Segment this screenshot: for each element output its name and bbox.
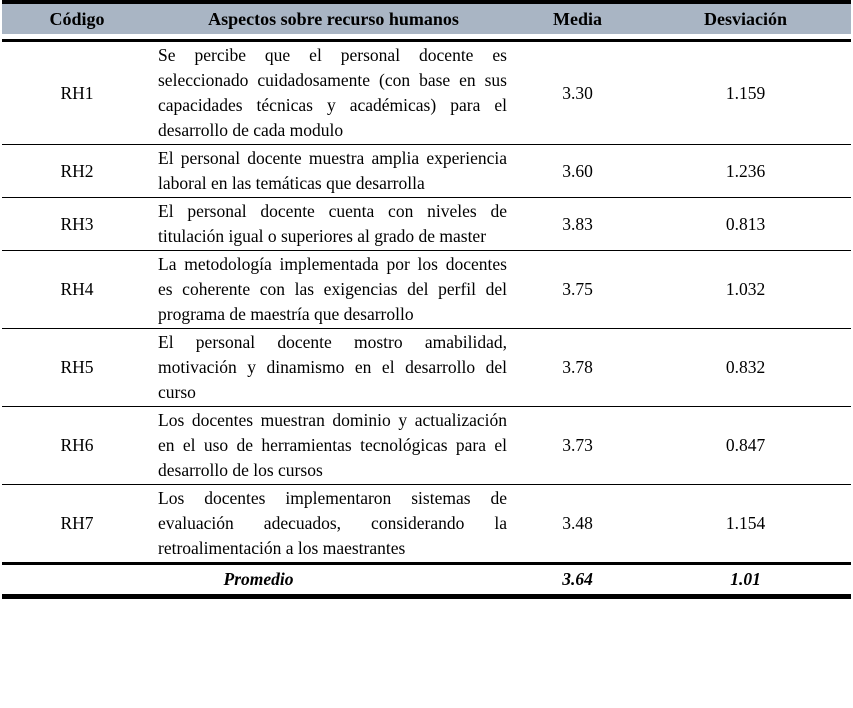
table-row-rh7: RH7 Los docentes implementaron sistemas … [2, 484, 851, 565]
row-media: 3.48 [515, 484, 640, 565]
row-aspect: Los docentes muestran dominio y actualiz… [152, 406, 515, 485]
row-code: RH2 [2, 144, 152, 198]
row-desviacion: 1.032 [640, 250, 851, 329]
row-media: 3.78 [515, 328, 640, 407]
table-row-rh5: RH5 El personal docente mostro amabilida… [2, 328, 851, 407]
header-codigo: Código [2, 0, 152, 42]
header-desviacion: Desviación [640, 0, 851, 42]
row-aspect: El personal docente muestra amplia exper… [152, 144, 515, 198]
table-row-rh4: RH4 La metodología implementada por los … [2, 250, 851, 329]
table-row-rh3: RH3 El personal docente cuenta con nivel… [2, 197, 851, 251]
header-media: Media [515, 0, 640, 42]
row-aspect: El personal docente mostro amabilidad, m… [152, 328, 515, 407]
row-desviacion: 1.154 [640, 484, 851, 565]
row-desviacion: 1.159 [640, 40, 851, 145]
footer-promedio-label: Promedio [2, 563, 515, 599]
row-desviacion: 0.813 [640, 197, 851, 251]
row-code: RH4 [2, 250, 152, 329]
table-header-row: Código Aspectos sobre recurso humanos Me… [2, 0, 851, 42]
table-footer: Promedio 3.64 1.01 [2, 563, 851, 599]
footer-desviacion-value: 1.01 [640, 563, 851, 599]
table-row-rh2: RH2 El personal docente muestra amplia e… [2, 144, 851, 198]
footer-media-value: 3.64 [515, 563, 640, 599]
row-aspect: El personal docente cuenta con niveles d… [152, 197, 515, 251]
row-code: RH6 [2, 406, 152, 485]
row-code: RH3 [2, 197, 152, 251]
row-aspect: Los docentes implementaron sistemas de e… [152, 484, 515, 565]
human-resources-stats-table: Código Aspectos sobre recurso humanos Me… [2, 0, 851, 599]
row-media: 3.75 [515, 250, 640, 329]
table-header: Código Aspectos sobre recurso humanos Me… [2, 0, 851, 42]
row-code: RH7 [2, 484, 152, 565]
row-desviacion: 0.832 [640, 328, 851, 407]
table-body: RH1 Se percibe que el personal docente e… [2, 40, 851, 565]
row-code: RH1 [2, 40, 152, 145]
header-aspectos: Aspectos sobre recurso humanos [152, 0, 515, 42]
row-media: 3.83 [515, 197, 640, 251]
table-row-rh6: RH6 Los docentes muestran dominio y actu… [2, 406, 851, 485]
table-footer-row: Promedio 3.64 1.01 [2, 563, 851, 599]
row-code: RH5 [2, 328, 152, 407]
row-aspect: Se percibe que el personal docente es se… [152, 40, 515, 145]
row-desviacion: 0.847 [640, 406, 851, 485]
table-row-rh1: RH1 Se percibe que el personal docente e… [2, 40, 851, 145]
row-media: 3.73 [515, 406, 640, 485]
row-media: 3.30 [515, 40, 640, 145]
row-media: 3.60 [515, 144, 640, 198]
row-desviacion: 1.236 [640, 144, 851, 198]
row-aspect: La metodología implementada por los doce… [152, 250, 515, 329]
